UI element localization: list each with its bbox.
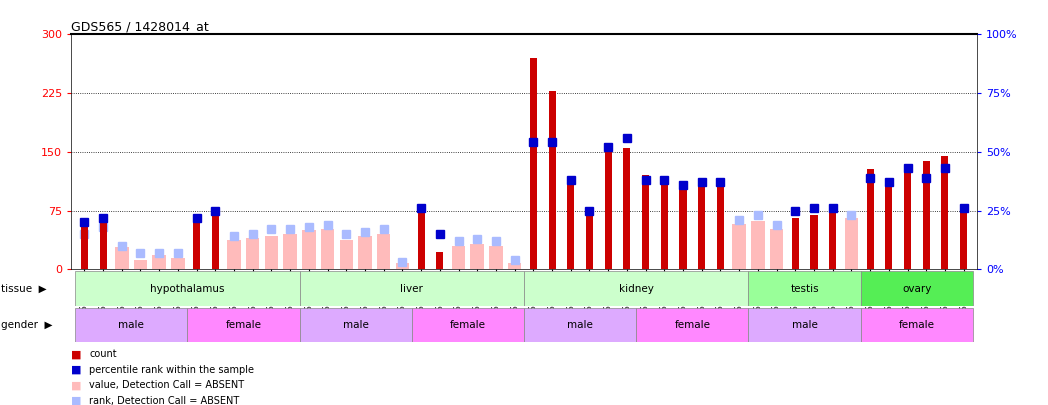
Text: male: male: [791, 320, 817, 330]
Bar: [922, 161, 930, 269]
Text: ■: ■: [71, 350, 82, 359]
Bar: [134, 260, 147, 269]
Bar: [642, 175, 649, 269]
Bar: [751, 221, 765, 269]
Bar: [660, 179, 668, 269]
Text: female: female: [674, 320, 711, 330]
Bar: [524, 271, 748, 306]
Bar: [567, 177, 574, 269]
Bar: [548, 91, 555, 269]
Bar: [412, 308, 524, 342]
Bar: [717, 179, 724, 269]
Bar: [100, 221, 107, 269]
Bar: [81, 226, 88, 269]
Bar: [770, 228, 783, 269]
Text: female: female: [450, 320, 486, 330]
Bar: [860, 271, 973, 306]
Bar: [377, 234, 391, 269]
Text: rank, Detection Call = ABSENT: rank, Detection Call = ABSENT: [89, 396, 239, 405]
Text: count: count: [89, 350, 116, 359]
Bar: [624, 148, 631, 269]
Bar: [679, 183, 686, 269]
Text: ■: ■: [71, 365, 82, 375]
Text: ■: ■: [71, 380, 82, 390]
Bar: [193, 218, 200, 269]
Text: ovary: ovary: [902, 284, 932, 294]
Bar: [636, 308, 748, 342]
Bar: [436, 252, 443, 269]
Bar: [904, 166, 911, 269]
Bar: [75, 308, 188, 342]
Bar: [524, 308, 636, 342]
Bar: [417, 213, 424, 269]
Text: tissue  ▶: tissue ▶: [1, 284, 47, 294]
Bar: [508, 263, 522, 269]
Bar: [152, 255, 166, 269]
Text: female: female: [225, 320, 261, 330]
Text: testis: testis: [790, 284, 818, 294]
Bar: [265, 237, 278, 269]
Text: male: male: [118, 320, 144, 330]
Text: value, Detection Call = ABSENT: value, Detection Call = ABSENT: [89, 380, 244, 390]
Bar: [530, 58, 537, 269]
Text: kidney: kidney: [618, 284, 654, 294]
Bar: [358, 237, 372, 269]
Bar: [941, 156, 948, 269]
Text: gender  ▶: gender ▶: [1, 320, 52, 330]
Bar: [471, 244, 484, 269]
Bar: [212, 213, 219, 269]
Bar: [396, 263, 409, 269]
Bar: [171, 258, 184, 269]
Bar: [733, 224, 746, 269]
Text: GDS565 / 1428014_at: GDS565 / 1428014_at: [71, 20, 209, 33]
Bar: [188, 308, 300, 342]
Text: liver: liver: [400, 284, 423, 294]
Bar: [300, 271, 524, 306]
Text: ■: ■: [71, 396, 82, 405]
Bar: [748, 308, 860, 342]
Bar: [791, 218, 799, 269]
Bar: [300, 308, 412, 342]
Text: female: female: [899, 320, 935, 330]
Bar: [321, 228, 334, 269]
Bar: [302, 230, 315, 269]
Bar: [886, 183, 892, 269]
Bar: [227, 240, 241, 269]
Bar: [246, 238, 260, 269]
Bar: [960, 208, 967, 269]
Bar: [452, 246, 465, 269]
Text: hypothalamus: hypothalamus: [150, 284, 224, 294]
Bar: [829, 213, 836, 269]
Bar: [867, 169, 874, 269]
Bar: [845, 218, 858, 269]
Bar: [698, 185, 705, 269]
Text: male: male: [567, 320, 593, 330]
Bar: [115, 247, 129, 269]
Bar: [489, 246, 503, 269]
Bar: [75, 271, 300, 306]
Text: percentile rank within the sample: percentile rank within the sample: [89, 365, 254, 375]
Bar: [605, 144, 612, 269]
Bar: [810, 215, 817, 269]
Bar: [340, 240, 353, 269]
Bar: [586, 211, 593, 269]
Bar: [283, 234, 297, 269]
Text: male: male: [343, 320, 369, 330]
Bar: [748, 271, 860, 306]
Bar: [860, 308, 973, 342]
